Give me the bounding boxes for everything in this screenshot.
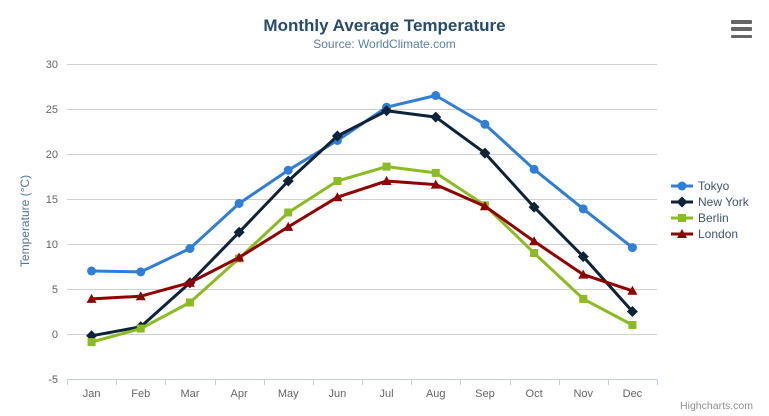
hamburger-menu-icon (731, 20, 752, 24)
data-point-tokyo (87, 266, 97, 276)
x-axis-category-label: Jun (329, 388, 347, 400)
x-axis-category-label: May (278, 388, 299, 400)
legend-marker-triangle-icon (671, 229, 693, 238)
data-point-tokyo (480, 119, 490, 129)
data-point-new-york (233, 226, 245, 238)
legend-label: Berlin (698, 211, 729, 225)
data-point-berlin (530, 249, 539, 257)
y-axis-tick-label: 20 (46, 149, 58, 161)
chart-subtitle: Source: WorldClimate.com (313, 37, 456, 51)
y-axis-tick-label: 15 (46, 194, 58, 206)
data-point-tokyo (529, 164, 539, 174)
data-point-london (479, 201, 490, 211)
data-point-london (529, 236, 540, 246)
legend-item-tokyo[interactable]: Tokyo (671, 178, 749, 194)
y-axis-tick-label: 0 (52, 329, 58, 341)
export-menu-button[interactable] (731, 20, 752, 38)
legend-label: New York (698, 195, 749, 209)
legend-item-new-york[interactable]: New York (671, 194, 749, 210)
x-axis-category-label: Sep (475, 388, 495, 400)
data-point-berlin (185, 298, 194, 307)
y-axis-tick-label: 5 (52, 284, 58, 296)
x-axis-category-label: Jan (83, 388, 101, 400)
data-point-tokyo (136, 267, 146, 277)
data-point-tokyo (185, 244, 195, 253)
data-point-new-york (430, 111, 442, 123)
legend-item-london[interactable]: London (671, 226, 749, 242)
data-point-new-york (626, 306, 638, 317)
legend-marker-berlin (678, 214, 686, 222)
data-point-london (184, 277, 195, 287)
data-point-london (135, 291, 146, 301)
data-point-new-york (282, 175, 294, 187)
hamburger-menu-icon (731, 27, 752, 31)
credits-link[interactable]: Highcharts.com (680, 400, 753, 412)
data-point-london (86, 293, 97, 303)
hamburger-menu-icon (731, 34, 752, 38)
legend-item-berlin[interactable]: Berlin (671, 210, 749, 226)
data-point-london (627, 285, 638, 295)
legend-label: Tokyo (698, 179, 730, 193)
legend-marker-diamond-icon (671, 196, 693, 208)
legend-marker-new-york (676, 196, 688, 208)
x-axis-category-label: Mar (180, 388, 199, 400)
legend-marker-tokyo (677, 181, 687, 191)
data-point-berlin (87, 338, 96, 347)
y-axis-tick-label: 30 (46, 59, 58, 71)
data-point-london (234, 252, 245, 262)
x-axis-category-label: Dec (623, 388, 643, 400)
data-point-berlin (284, 208, 293, 217)
data-point-new-york (331, 130, 343, 142)
data-point-london (578, 269, 589, 279)
y-axis-tick-label: 25 (46, 104, 58, 116)
x-axis-category-label: Feb (131, 388, 150, 400)
data-point-new-york (479, 147, 491, 159)
series-line-new-york (90, 109, 634, 338)
data-point-london (430, 179, 441, 189)
x-axis-category-label: Aug (426, 388, 446, 400)
data-point-tokyo (431, 91, 441, 100)
y-axis-tick-label: -5 (48, 374, 58, 386)
data-point-london (381, 176, 392, 185)
data-point-berlin (333, 177, 342, 185)
chart-title: Monthly Average Temperature (263, 16, 506, 35)
data-point-new-york (528, 201, 540, 213)
data-point-tokyo (578, 204, 588, 214)
data-point-tokyo (283, 165, 293, 175)
legend-marker-circle-icon (671, 181, 693, 191)
data-point-new-york (577, 251, 589, 263)
y-axis-title: Temperature (°C) (18, 174, 32, 268)
x-axis-category-label: Apr (231, 388, 248, 400)
y-axis-tick-label: 10 (46, 239, 58, 251)
x-axis-category-label: Jul (380, 388, 394, 400)
legend-marker-square-icon (671, 214, 693, 222)
data-point-london (283, 221, 294, 231)
data-point-london (332, 192, 343, 202)
legend-label: London (698, 227, 739, 241)
series-line-berlin (90, 165, 634, 344)
data-point-tokyo (627, 243, 637, 253)
data-point-tokyo (234, 199, 244, 208)
legend: Tokyo New York Berlin London (671, 178, 749, 242)
data-point-berlin (628, 321, 637, 329)
data-point-berlin (382, 162, 391, 171)
x-axis-category-label: Oct (526, 388, 543, 400)
data-point-berlin (136, 324, 145, 333)
series-line-london (90, 179, 634, 301)
data-point-new-york (381, 105, 393, 117)
data-point-berlin (431, 168, 440, 177)
data-point-berlin (579, 294, 588, 303)
legend-marker-london (677, 229, 687, 238)
x-axis-category-label: Nov (573, 388, 593, 400)
